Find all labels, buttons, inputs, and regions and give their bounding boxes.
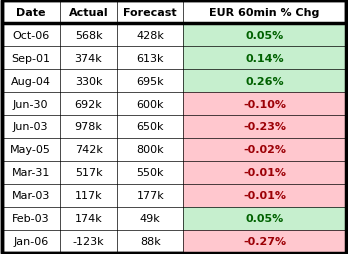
Text: Jun-03: Jun-03 [13, 122, 48, 132]
Bar [183, 138, 346, 161]
Text: 374k: 374k [75, 53, 102, 64]
Bar [183, 161, 346, 184]
Text: 117k: 117k [75, 190, 102, 201]
Text: 330k: 330k [75, 76, 102, 86]
Text: 800k: 800k [136, 145, 164, 155]
Text: -0.01%: -0.01% [243, 190, 286, 201]
Text: -0.02%: -0.02% [243, 145, 286, 155]
Text: 600k: 600k [136, 99, 164, 109]
Text: -0.23%: -0.23% [243, 122, 286, 132]
Text: 174k: 174k [75, 213, 102, 224]
Text: 650k: 650k [136, 122, 164, 132]
Text: Date: Date [16, 8, 46, 18]
Bar [183, 207, 346, 230]
Text: 49k: 49k [140, 213, 161, 224]
Bar [183, 184, 346, 207]
Text: 0.26%: 0.26% [245, 76, 284, 86]
Bar [183, 24, 346, 47]
Text: Feb-03: Feb-03 [12, 213, 49, 224]
Text: Aug-04: Aug-04 [11, 76, 51, 86]
Text: 568k: 568k [75, 30, 102, 41]
Text: 613k: 613k [136, 53, 164, 64]
Bar [183, 116, 346, 138]
Text: Mar-31: Mar-31 [11, 168, 50, 178]
Text: Mar-03: Mar-03 [11, 190, 50, 201]
Text: -0.27%: -0.27% [243, 236, 286, 246]
Text: 550k: 550k [136, 168, 164, 178]
Text: 695k: 695k [136, 76, 164, 86]
Text: Actual: Actual [69, 8, 108, 18]
Text: 978k: 978k [74, 122, 103, 132]
Text: Jan-06: Jan-06 [13, 236, 48, 246]
Bar [183, 230, 346, 253]
Text: Oct-06: Oct-06 [12, 30, 49, 41]
Text: -0.01%: -0.01% [243, 168, 286, 178]
Text: 0.05%: 0.05% [245, 213, 284, 224]
Text: 177k: 177k [136, 190, 164, 201]
Bar [183, 47, 346, 70]
Text: 428k: 428k [136, 30, 164, 41]
Text: May-05: May-05 [10, 145, 51, 155]
Text: 88k: 88k [140, 236, 161, 246]
Text: Sep-01: Sep-01 [11, 53, 50, 64]
Bar [183, 93, 346, 116]
Text: Forecast: Forecast [124, 8, 177, 18]
Text: 0.05%: 0.05% [245, 30, 284, 41]
Text: EUR 60min % Chg: EUR 60min % Chg [209, 8, 320, 18]
Bar [183, 70, 346, 93]
Text: 517k: 517k [75, 168, 102, 178]
Text: Jun-30: Jun-30 [13, 99, 48, 109]
Text: 0.14%: 0.14% [245, 53, 284, 64]
Text: -0.10%: -0.10% [243, 99, 286, 109]
Text: 742k: 742k [74, 145, 103, 155]
Text: -123k: -123k [73, 236, 104, 246]
Text: 692k: 692k [75, 99, 102, 109]
